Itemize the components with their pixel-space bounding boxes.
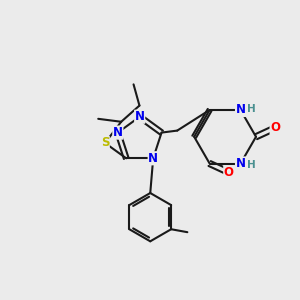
Text: H: H	[248, 160, 256, 170]
Text: S: S	[101, 136, 109, 149]
Text: N: N	[236, 103, 245, 116]
Text: N: N	[236, 157, 245, 170]
Text: N: N	[148, 152, 158, 165]
Text: O: O	[224, 166, 234, 179]
Text: O: O	[270, 122, 280, 134]
Text: N: N	[113, 126, 123, 139]
Text: H: H	[248, 103, 256, 113]
Text: N: N	[135, 110, 145, 123]
